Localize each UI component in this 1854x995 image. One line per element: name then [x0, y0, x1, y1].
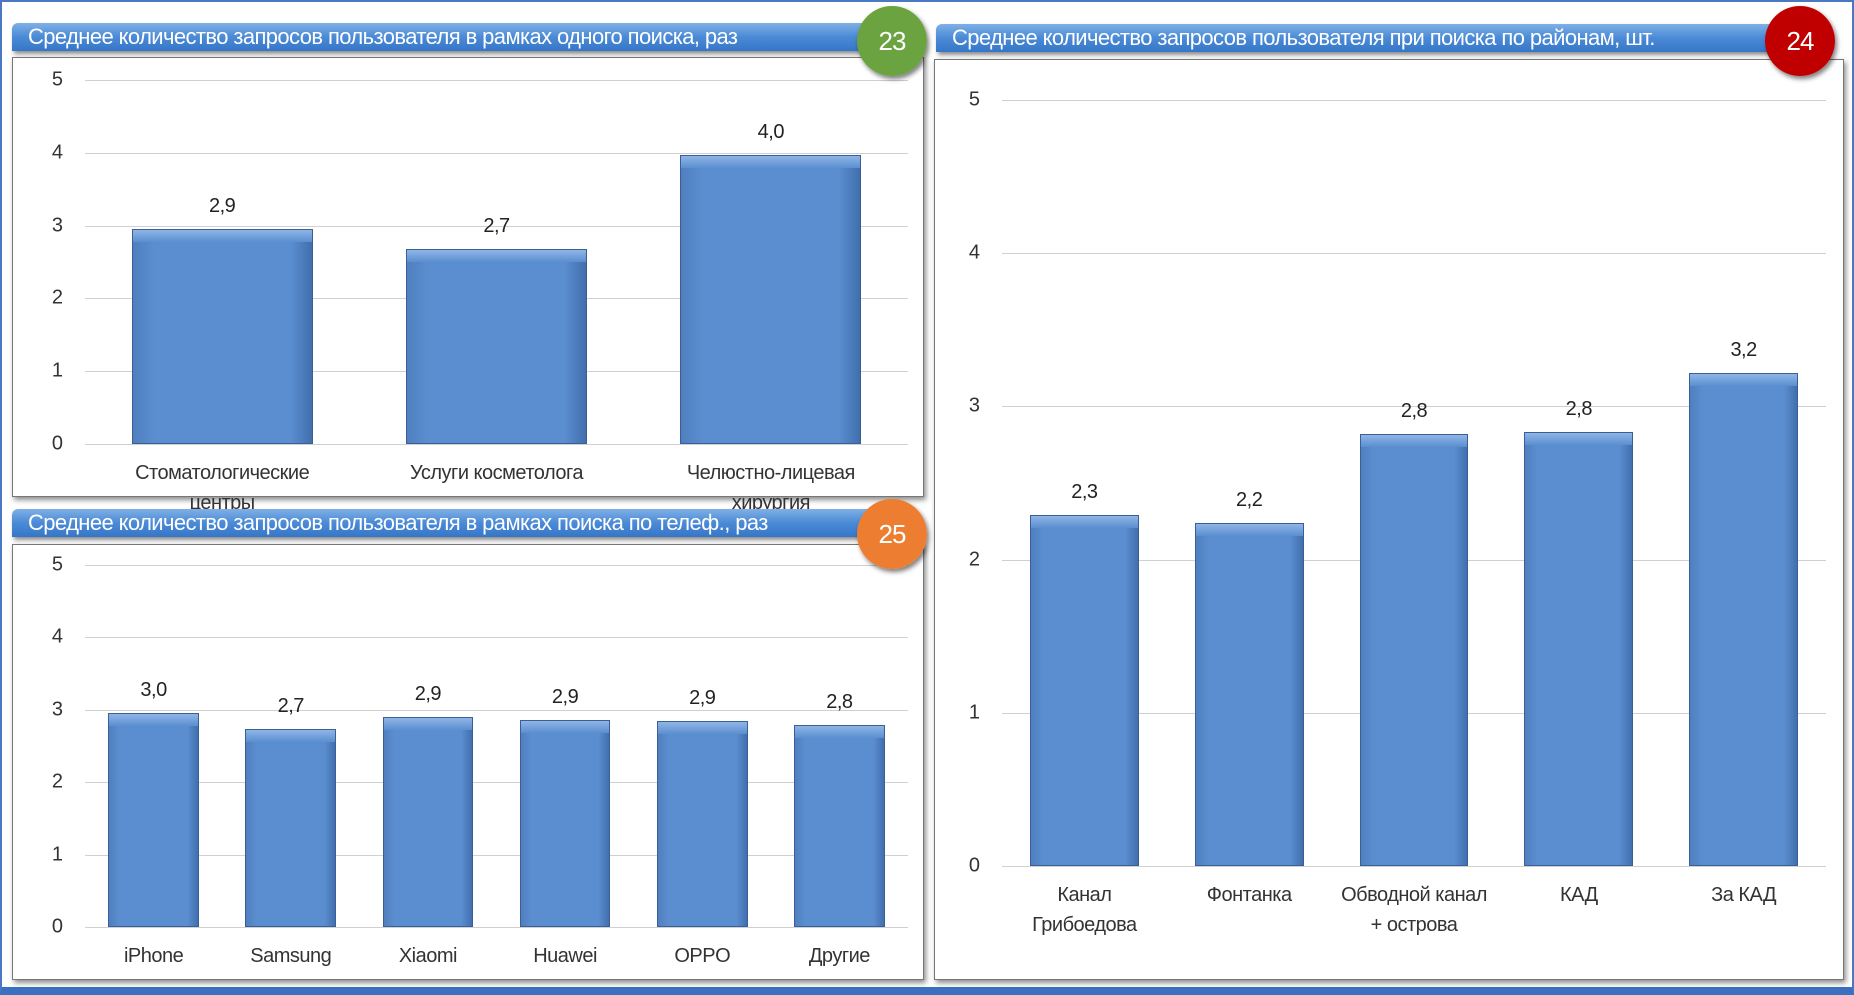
y-tick-label: 3	[51, 214, 63, 237]
bar	[131, 229, 313, 444]
data-label: 2,7	[277, 695, 305, 718]
gridline	[1002, 253, 1826, 255]
category-label: OPPO	[674, 945, 731, 967]
y-tick-label: 4	[968, 241, 980, 264]
y-tick-label: 2	[51, 286, 63, 309]
category-label: Фонтанка	[1206, 884, 1292, 906]
chart-24-plot: 0 1 2 3 4 5 2,3 Канал Грибоедова 2,2 Фонтанка 2,8 О…	[969, 89, 1826, 936]
category-label: Услуги косметолога	[410, 462, 583, 484]
bar	[519, 719, 611, 927]
bar	[382, 717, 474, 927]
category-label: Xiaomi	[398, 945, 458, 967]
bar	[405, 248, 588, 444]
category-label: Челюстно-лицевая хирургия	[686, 462, 856, 514]
data-label: 2,2	[1236, 488, 1263, 511]
bar	[245, 729, 336, 927]
category-label: КАД	[1559, 884, 1598, 906]
y-tick-label: 1	[51, 359, 63, 382]
bar	[656, 721, 748, 927]
data-label: 2,8	[1565, 398, 1593, 421]
chart-23-plot: 0 1 2 3 4 5 2,9 Стоматологические центры 2,7 Услу…	[52, 69, 908, 514]
data-label: 2,8	[826, 691, 853, 713]
chart-23-badge: 23	[857, 6, 927, 76]
gridline	[1002, 866, 1826, 867]
category-label: Обводной канал + острова	[1341, 884, 1487, 936]
category-label: Samsung	[250, 945, 332, 967]
chart-24-title: Среднее количество запросов пользователя…	[936, 24, 1822, 52]
gridline	[85, 637, 908, 639]
bar	[1030, 515, 1139, 866]
chart-25-title: Среднее количество запросов пользователя…	[12, 509, 908, 537]
gridline	[85, 152, 908, 154]
category-label: iPhone	[123, 945, 184, 967]
data-label: 2,3	[1071, 481, 1098, 504]
category-label: Стоматологические центры	[135, 462, 310, 514]
y-tick-label: 4	[51, 625, 63, 648]
gridline	[85, 225, 908, 227]
data-label: 2,8	[1400, 399, 1428, 422]
gridline	[85, 80, 908, 81]
bar	[1689, 372, 1798, 866]
gridline	[85, 927, 908, 928]
y-tick-label: 3	[51, 698, 63, 721]
y-tick-label: 2	[968, 548, 980, 571]
category-label: Другие	[808, 945, 871, 967]
data-label: 2,9	[689, 687, 716, 710]
category-label: Канал Грибоедова	[1032, 884, 1137, 936]
y-tick-label: 5	[51, 68, 63, 91]
y-tick-label: 0	[51, 915, 63, 938]
y-tick-label: 5	[968, 88, 980, 111]
y-tick-label: 0	[968, 854, 980, 877]
gridline	[85, 565, 908, 566]
gridline	[85, 782, 908, 784]
bar	[1194, 522, 1304, 866]
bar	[1524, 432, 1634, 866]
chart-25-badge: 25	[857, 499, 927, 569]
bar	[1359, 433, 1469, 866]
data-label: 2,7	[483, 214, 510, 237]
gridline	[1002, 406, 1826, 408]
chart-25-plot: 0 1 2 3 4 5 3,0 iPhone 2,7 Samsung 2,9 Xiaomi 2,9 Hua…	[52, 554, 908, 967]
gridline	[85, 444, 908, 445]
y-tick-label: 4	[51, 141, 63, 164]
gridline	[1002, 100, 1826, 101]
bar	[794, 725, 885, 927]
category-label: За КАД	[1711, 884, 1777, 906]
data-label: 2,9	[551, 685, 579, 708]
y-tick-label: 1	[51, 843, 63, 866]
data-label: 2,9	[414, 683, 442, 706]
y-tick-label: 2	[51, 770, 63, 793]
gridline	[85, 854, 908, 856]
y-tick-label: 0	[51, 432, 63, 455]
bar	[108, 713, 199, 927]
gridline	[85, 709, 908, 711]
category-label: Huawei	[533, 945, 597, 967]
y-tick-label: 5	[51, 553, 63, 576]
y-tick-label: 1	[968, 701, 980, 724]
data-label: 2,9	[209, 195, 236, 218]
data-label: 4,0	[757, 120, 785, 143]
chart-23-title: Среднее количество запросов пользователя…	[12, 23, 908, 51]
bar	[680, 154, 862, 444]
data-label: 3,2	[1730, 338, 1757, 361]
chart-24-badge: 24	[1765, 6, 1835, 76]
y-tick-label: 3	[968, 394, 980, 417]
data-label: 3,0	[140, 679, 167, 702]
